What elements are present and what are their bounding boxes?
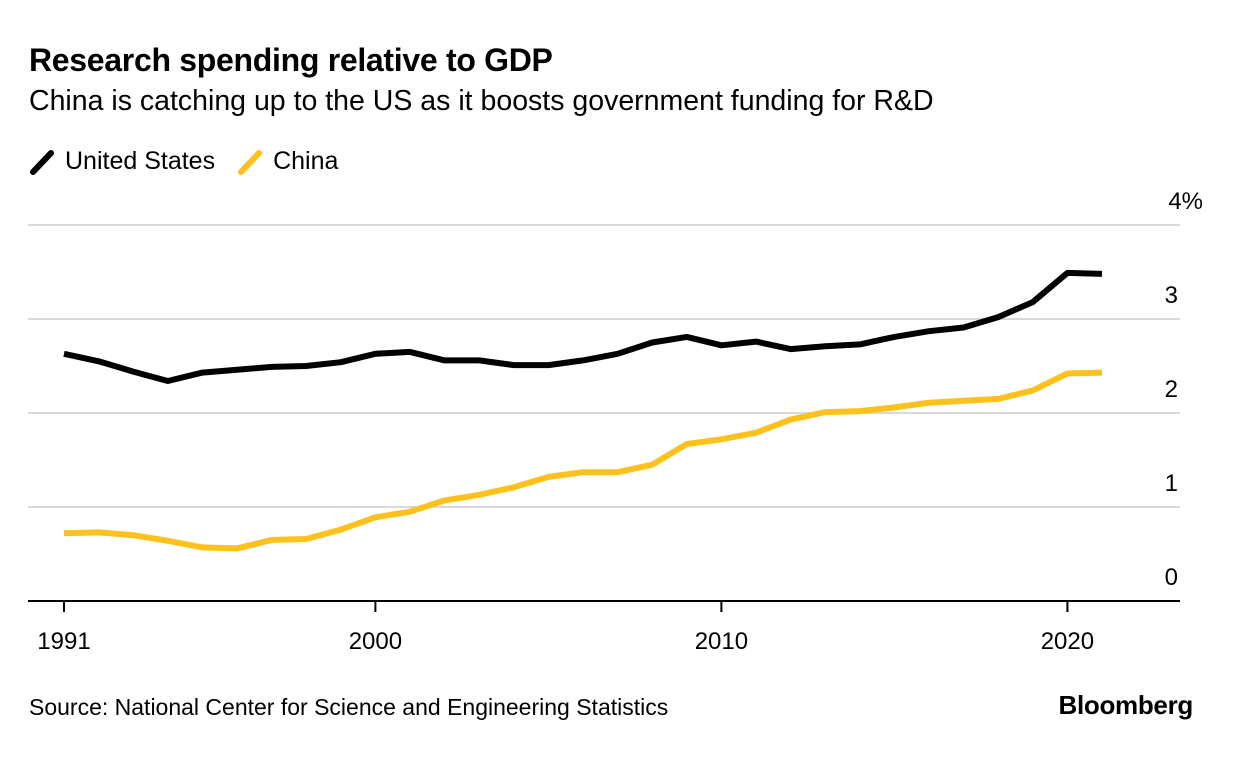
y-tick-label-4: 4% bbox=[1168, 188, 1203, 215]
y-tick-label-0: 0 bbox=[1165, 564, 1178, 591]
legend-label-united-states: United States bbox=[65, 147, 216, 175]
chart-subtitle: China is catching up to the US as it boo… bbox=[29, 85, 934, 117]
y-tick-label-2: 2 bbox=[1165, 376, 1178, 403]
source-note: Source: National Center for Science and … bbox=[29, 694, 669, 720]
y-tick-label-1: 1 bbox=[1165, 470, 1178, 497]
series-line-united-states bbox=[63, 269, 1103, 384]
x-tick-label-1991: 1991 bbox=[37, 628, 90, 655]
series-line-china bbox=[63, 369, 1103, 552]
legend-item-united-states: United States bbox=[29, 147, 215, 176]
x-axis: 1991 2000 2010 2020 bbox=[28, 600, 1180, 655]
x-tick-label-2020: 2020 bbox=[1041, 628, 1094, 655]
chart-title: Research spending relative to GDP bbox=[29, 42, 553, 78]
x-tick-label-2000: 2000 bbox=[349, 628, 402, 655]
legend: United States China bbox=[29, 147, 360, 176]
legend-item-china: China bbox=[237, 147, 338, 176]
legend-swatch-united-states bbox=[30, 149, 54, 175]
gridlines bbox=[28, 224, 1180, 508]
x-tick-label-2010: 2010 bbox=[695, 628, 748, 655]
legend-label-china: China bbox=[273, 147, 339, 175]
legend-swatch-china bbox=[238, 149, 263, 175]
series-lines bbox=[63, 269, 1103, 552]
bloomberg-logo: Bloomberg bbox=[1058, 690, 1193, 720]
y-axis-ticks: 0 1 2 3 4% bbox=[1165, 188, 1203, 591]
y-tick-label-3: 3 bbox=[1165, 282, 1178, 309]
